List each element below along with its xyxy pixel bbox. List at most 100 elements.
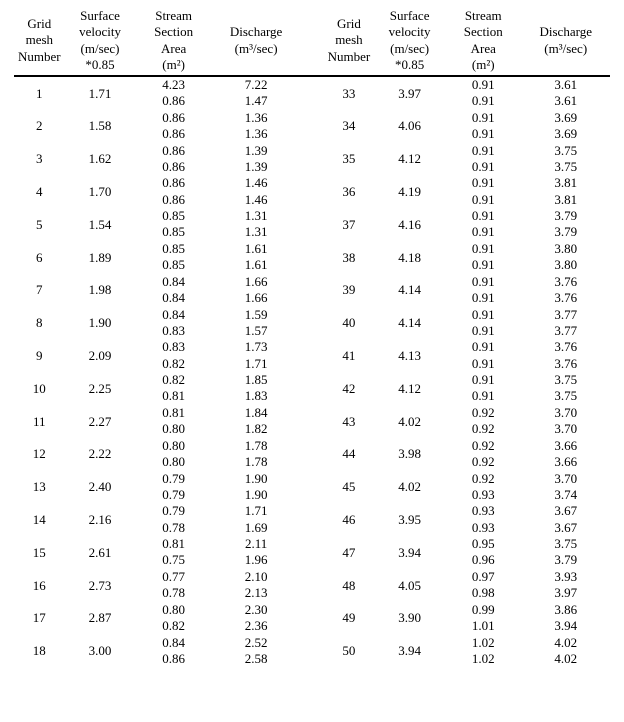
area-cell: 0.910.91 [445,208,521,241]
area-cell: 0.910.91 [445,339,521,372]
grid-number-cell: 50 [324,635,375,668]
discharge-cell: 4.024.02 [521,635,610,668]
discharge-cell: 1.781.78 [212,438,300,471]
discharge-cell: 2.102.13 [212,569,300,602]
velocity-cell: 4.14 [374,274,445,307]
velocity-cell: 4.05 [374,569,445,602]
discharge-cell: 1.461.46 [212,175,300,208]
velocity-cell: 1.90 [65,307,136,340]
area-cell: 0.840.86 [135,635,211,668]
col-header-discharge: Discharge(m³/sec) [212,6,300,75]
row-gap [300,372,323,405]
velocity-cell: 4.02 [374,405,445,438]
area-cell: 0.840.83 [135,307,211,340]
row-gap [300,536,323,569]
velocity-cell: 3.94 [374,635,445,668]
area-cell: 0.860.86 [135,143,211,176]
area-cell: 0.770.78 [135,569,211,602]
grid-number-cell: 9 [14,339,65,372]
area-cell: 0.950.96 [445,536,521,569]
grid-number-cell: 12 [14,438,65,471]
row-gap [300,110,323,143]
area-cell: 4.230.86 [135,76,211,110]
velocity-cell: 2.22 [65,438,136,471]
velocity-cell: 3.94 [374,536,445,569]
velocity-cell: 2.73 [65,569,136,602]
area-cell: 0.991.01 [445,602,521,635]
velocity-cell: 1.89 [65,241,136,274]
row-gap [300,274,323,307]
table-row: 11.714.230.867.221.47333.970.910.913.613… [14,76,610,110]
table-row: 81.900.840.831.591.57404.140.910.913.773… [14,307,610,340]
table-row: 51.540.850.851.311.31374.160.910.913.793… [14,208,610,241]
row-gap [300,635,323,668]
grid-number-cell: 36 [324,175,375,208]
table-row: 183.000.840.862.522.58503.941.021.024.02… [14,635,610,668]
row-gap [300,208,323,241]
velocity-cell: 4.12 [374,372,445,405]
col-header-grid: GridmeshNumber [14,6,65,75]
velocity-cell: 2.27 [65,405,136,438]
discharge-cell: 1.611.61 [212,241,300,274]
grid-number-cell: 11 [14,405,65,438]
row-gap [300,602,323,635]
discharge-cell: 2.111.96 [212,536,300,569]
grid-number-cell: 40 [324,307,375,340]
col-header-vel: Surfacevelocity(m/sec)*0.85 [374,6,445,75]
grid-number-cell: 4 [14,175,65,208]
grid-number-cell: 35 [324,143,375,176]
area-cell: 0.810.75 [135,536,211,569]
velocity-cell: 4.19 [374,175,445,208]
grid-number-cell: 45 [324,471,375,504]
discharge-cell: 1.731.71 [212,339,300,372]
discharge-cell: 2.522.58 [212,635,300,668]
velocity-cell: 3.97 [374,76,445,110]
table-row: 142.160.790.781.711.69463.950.930.933.67… [14,503,610,536]
discharge-cell: 3.693.69 [521,110,610,143]
table-row: 102.250.820.811.851.83424.120.910.913.75… [14,372,610,405]
discharge-cell: 3.703.70 [521,405,610,438]
area-cell: 0.860.86 [135,175,211,208]
velocity-cell: 1.71 [65,76,136,110]
area-cell: 0.850.85 [135,208,211,241]
discharge-cell: 3.863.94 [521,602,610,635]
grid-number-cell: 8 [14,307,65,340]
velocity-cell: 1.98 [65,274,136,307]
col-header-vel: Surfacevelocity(m/sec)*0.85 [65,6,136,75]
grid-number-cell: 16 [14,569,65,602]
col-header-area: StreamSectionArea(m²) [445,6,521,75]
velocity-cell: 2.16 [65,503,136,536]
grid-number-cell: 49 [324,602,375,635]
area-cell: 0.910.91 [445,307,521,340]
grid-number-cell: 6 [14,241,65,274]
table-row: 61.890.850.851.611.61384.180.910.913.803… [14,241,610,274]
velocity-cell: 2.61 [65,536,136,569]
discharge-cell: 3.753.75 [521,372,610,405]
discharge-cell: 3.613.61 [521,76,610,110]
grid-number-cell: 13 [14,471,65,504]
area-cell: 1.021.02 [445,635,521,668]
table-row: 21.580.860.861.361.36344.060.910.913.693… [14,110,610,143]
area-cell: 0.910.91 [445,274,521,307]
grid-number-cell: 1 [14,76,65,110]
grid-number-cell: 18 [14,635,65,668]
grid-number-cell: 15 [14,536,65,569]
table-row: 112.270.810.801.841.82434.020.920.923.70… [14,405,610,438]
area-cell: 0.860.86 [135,110,211,143]
discharge-cell: 1.841.82 [212,405,300,438]
col-header-discharge: Discharge(m³/sec) [521,6,610,75]
row-gap [300,339,323,372]
table-body: 11.714.230.867.221.47333.970.910.913.613… [14,76,610,667]
grid-number-cell: 43 [324,405,375,438]
row-gap [300,241,323,274]
grid-number-cell: 14 [14,503,65,536]
area-cell: 0.910.91 [445,76,521,110]
grid-number-cell: 33 [324,76,375,110]
velocity-cell: 3.90 [374,602,445,635]
discharge-cell: 1.851.83 [212,372,300,405]
grid-number-cell: 39 [324,274,375,307]
discharge-cell: 3.813.81 [521,175,610,208]
table-row: 172.870.800.822.302.36493.900.991.013.86… [14,602,610,635]
velocity-cell: 4.13 [374,339,445,372]
velocity-cell: 1.58 [65,110,136,143]
